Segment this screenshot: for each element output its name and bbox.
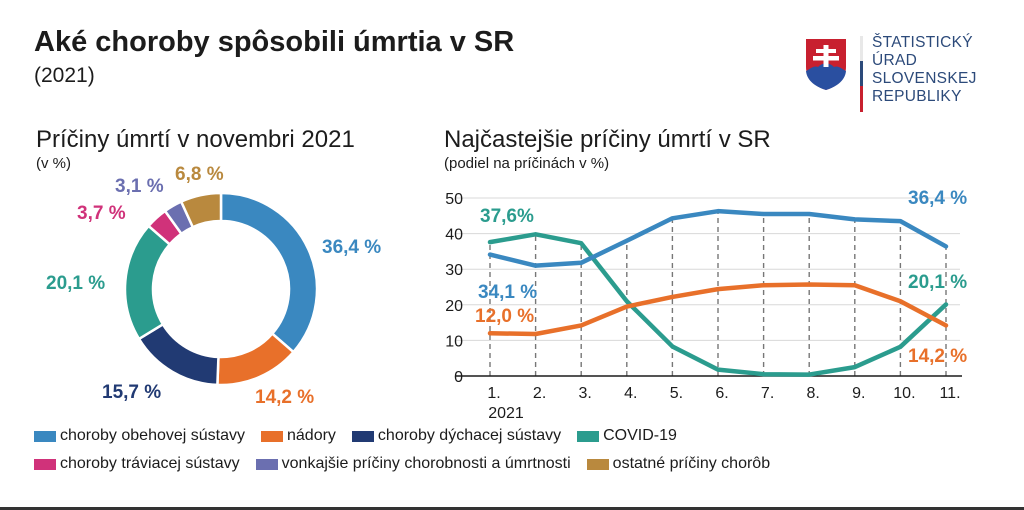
donut-label-traviaca: 3,7 % [77,203,126,224]
x-year-label: 2021 [488,405,524,420]
x-tick-label: 11. [939,385,960,402]
legend-swatch [351,430,374,442]
data-label-nadory: 14,2 % [908,346,967,367]
legend-item-obehova: choroby obehovej sústavy [34,427,245,445]
data-label-nadory: 12,0 % [475,306,534,327]
legend-item-ostatne: ostatné príčiny chorôb [586,455,771,473]
x-tick-label: 4. [624,385,637,402]
donut-title: Príčiny úmrtí v novembri 2021 [36,126,355,153]
legend-item-vonkajsie: vonkajšie príčiny chorobnosti a úmrtnost… [255,455,571,473]
page-title: Aké choroby spôsobili úmrtia v SR [34,26,515,58]
x-tick-label: 2. [533,385,546,402]
donut-label-covid: 20,1 % [46,273,105,294]
x-tick-label: 5. [670,385,683,402]
legend-swatch [261,430,283,442]
line-chart: 0 10 20 30 40 50 1. 2. 3. 4. 5. 6. 7. 8. 9. 10. 11. 2021 3… [445,188,967,420]
donut-label-ostatne: 6,8 % [175,164,224,185]
donut-slice-covid [123,224,172,341]
x-tick-label: 7. [761,385,774,402]
legend-row-1: choroby obehovej sústavy nádory choroby dý… [34,427,693,445]
page-subtitle: (2021) [34,64,95,87]
legend-swatch [577,430,600,442]
donut-chart: 36,4 % 14,2 % 15,7 % 20,1 % 3,7 % 3,1 % 6,8 % [46,164,381,408]
y-tick-label: 50 [445,191,463,208]
donut-label-nadory: 14,2 % [255,387,314,408]
donut-label-dychacia: 15,7 % [102,382,161,403]
logo-line: ŠTATISTICKÝ [872,34,973,51]
legend-swatch [34,430,56,442]
logo-line: ÚRAD [872,52,918,69]
legend-label: vonkajšie príčiny chorobnosti a úmrtnost… [281,455,571,472]
donut-slice-dychacia [137,322,220,387]
y-tick-label: 40 [445,227,463,244]
line-chart-subtitle: (podiel na príčinách v %) [444,155,610,172]
y-tick-label: 30 [445,262,463,279]
donut-label-obehova: 36,4 % [322,237,381,258]
logo-text: ŠTATISTICKÝ ÚRAD SLOVENSKEJ REPUBLIKY [872,34,977,106]
legend-swatch [34,458,56,470]
slovak-coat-of-arms-icon [806,39,846,90]
y-tick-label: 0 [454,369,463,386]
logo-line: SLOVENSKEJ [872,70,977,87]
x-tick-label: 6. [715,385,728,402]
legend-label: ostatné príčiny chorôb [612,455,771,472]
donut-slice-ostatne [179,191,223,229]
donut-slice-nadory [216,331,296,387]
data-label-covid: 20,1 % [908,272,967,293]
legend-item-dychacia: choroby dýchacej sústavy [351,427,562,445]
legend-item-nadory: nádory [261,427,336,445]
legend-item-traviaca: choroby tráviacej sústavy [34,455,240,473]
logo-line: REPUBLIKY [872,88,962,105]
data-label-covid: 37,6% [480,206,534,227]
x-tick-label: 9. [852,385,865,402]
donut-slice-obehova [219,191,319,354]
y-tick-label: 20 [445,298,463,315]
line-chart-title: Najčastejšie príčiny úmrtí v SR [444,126,771,153]
donut-subtitle: (v %) [36,155,71,172]
legend-swatch [255,458,278,470]
data-label-obehova: 36,4 % [908,188,967,209]
x-tick-label: 10. [893,385,915,402]
legend-label: choroby tráviacej sústavy [60,455,240,472]
legend-label: COVID-19 [603,427,677,444]
x-tick-label: 3. [579,385,592,402]
legend-row-2: choroby tráviacej sústavy vonkajšie príči… [34,455,786,473]
data-label-obehova: 34,1 % [478,282,537,303]
donut-label-vonkajsie: 3,1 % [115,176,164,197]
legend-label: nádory [287,427,336,444]
legend-swatch [586,458,609,470]
x-tick-label: 1. [487,385,500,402]
legend-label: choroby dýchacej sústavy [377,427,562,444]
bottom-rule [0,507,1024,510]
x-tick-label: 8. [807,385,820,402]
y-tick-label: 10 [445,333,463,350]
logo-divider [860,36,863,112]
legend-item-covid: COVID-19 [577,427,677,445]
legend-label: choroby obehovej sústavy [60,427,245,444]
